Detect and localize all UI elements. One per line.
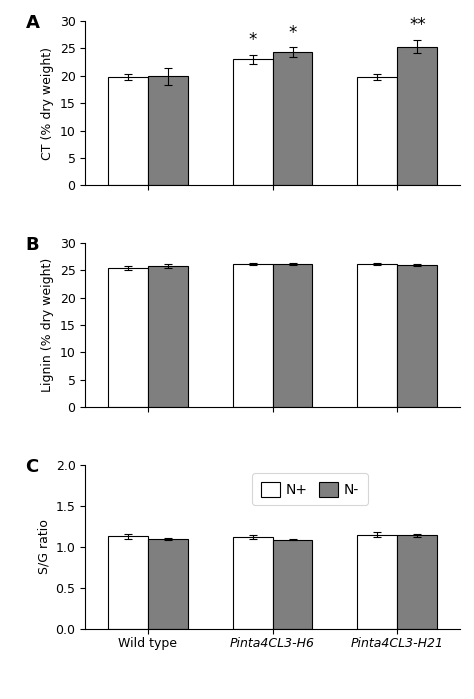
Bar bbox=[108, 536, 148, 629]
Legend: N+, N-: N+, N- bbox=[253, 473, 367, 505]
Bar bbox=[357, 535, 397, 629]
Text: Pinta4CL3-H21: Pinta4CL3-H21 bbox=[351, 637, 444, 651]
Bar bbox=[273, 540, 312, 629]
Bar bbox=[148, 539, 188, 629]
Text: *: * bbox=[288, 24, 297, 41]
Bar bbox=[397, 266, 438, 408]
Bar bbox=[108, 268, 148, 408]
Y-axis label: CT (% dry weight): CT (% dry weight) bbox=[41, 47, 54, 159]
Bar bbox=[233, 59, 273, 185]
Bar bbox=[397, 535, 438, 629]
Bar bbox=[357, 77, 397, 185]
Text: **: ** bbox=[409, 16, 426, 34]
Text: Pinta4CL3: Pinta4CL3 bbox=[0, 698, 1, 699]
Bar bbox=[233, 264, 273, 408]
Text: *: * bbox=[248, 31, 257, 49]
Bar bbox=[108, 77, 148, 185]
Text: Pinta4CL3-H6: Pinta4CL3-H6 bbox=[230, 637, 315, 651]
Text: Wild type: Wild type bbox=[118, 637, 177, 651]
Bar bbox=[148, 266, 188, 408]
Y-axis label: S/G ratio: S/G ratio bbox=[37, 519, 50, 575]
Text: A: A bbox=[26, 15, 39, 32]
Bar bbox=[273, 264, 312, 408]
Bar bbox=[233, 537, 273, 629]
Bar bbox=[273, 52, 312, 185]
Y-axis label: Lignin (% dry weight): Lignin (% dry weight) bbox=[41, 258, 54, 392]
Bar bbox=[148, 76, 188, 185]
Text: C: C bbox=[26, 458, 39, 476]
Text: B: B bbox=[26, 236, 39, 254]
Text: Pinta4CL3: Pinta4CL3 bbox=[0, 698, 1, 699]
Bar bbox=[357, 264, 397, 408]
Bar bbox=[397, 47, 438, 185]
